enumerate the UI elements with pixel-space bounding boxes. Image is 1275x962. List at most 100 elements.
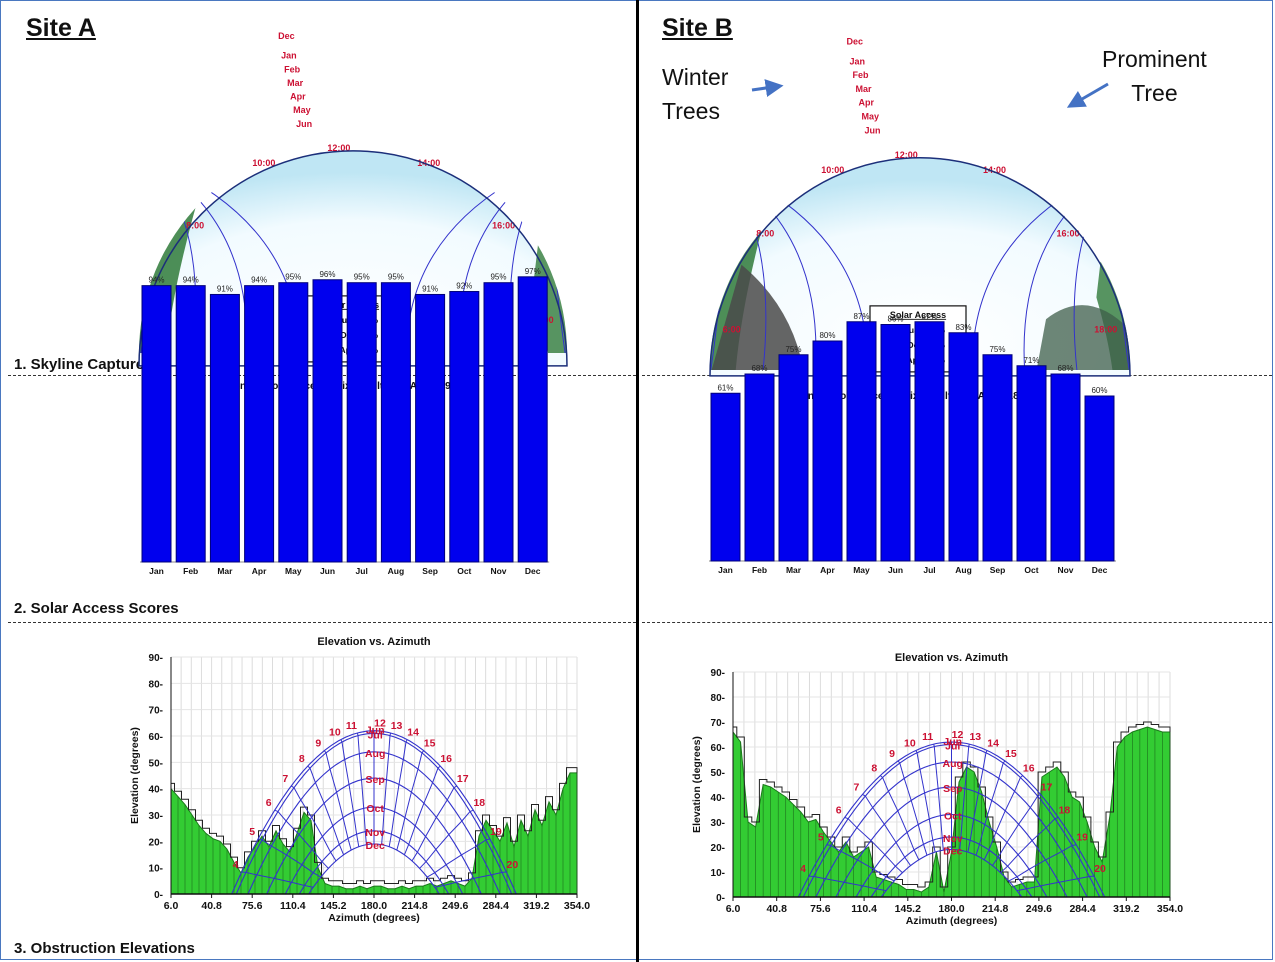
- fisheye-outline: [138, 150, 568, 367]
- bar-value-label: 61%: [717, 383, 733, 392]
- sun-path-hour-label: 17: [457, 773, 469, 785]
- elevation-chart-title: Elevation vs. Azimuth: [317, 636, 431, 648]
- month-label: May: [862, 112, 880, 122]
- sun-path-month-label: Dec: [366, 840, 385, 852]
- elevation-azimuth-chart-site-b: Elevation vs. Azimuth 0- 10- 20- 30- 40- 50- 60…: [691, 652, 1183, 927]
- x-tick-label: 214.8: [982, 903, 1008, 915]
- bar-value-label: 95%: [354, 273, 370, 282]
- sun-path-hour-line: [808, 875, 887, 892]
- bar-category-label: Jan: [149, 566, 164, 576]
- bar-value-label: 80%: [819, 331, 835, 340]
- bar-value-label: 95%: [388, 273, 404, 282]
- sun-path-month-label: Jul: [368, 729, 383, 741]
- hour-label: 18:00: [1094, 324, 1117, 334]
- sun-path-month-label: Oct: [944, 811, 962, 823]
- arrow-prominent-tree: [1066, 82, 1109, 108]
- monthly-solar-access-chart-site-a: Monthly solar access: (Fixed; Tilt=34°; …: [140, 267, 550, 576]
- elevation-chart-title: Elevation vs. Azimuth: [895, 652, 1009, 664]
- bar: [914, 321, 945, 562]
- sun-path-hour-line: [419, 809, 474, 869]
- bar-value-label: 91%: [217, 284, 233, 293]
- bar-category-label: May: [285, 566, 302, 576]
- sun-path-hour-label: 13: [391, 720, 403, 732]
- bar: [1084, 395, 1115, 562]
- bar-value-label: 91%: [422, 284, 438, 293]
- bar-category-label: Sep: [422, 566, 438, 576]
- sun-path-hour-line: [844, 816, 903, 873]
- bar-value-label: 97%: [525, 267, 541, 276]
- y-tick-label: 10-: [149, 864, 163, 875]
- sun-path-hour-line: [991, 793, 1041, 866]
- hour-line: [391, 138, 396, 141]
- y-tick-label: 50-: [711, 768, 725, 779]
- bar: [744, 373, 775, 562]
- bar-chart-title: Monthly solar access: (Fixed; Tilt=34°; …: [226, 381, 464, 392]
- sun-path-hour-line: [323, 750, 352, 851]
- y-tick-label: 60-: [149, 732, 163, 743]
- sun-path-hour-line: [915, 750, 936, 853]
- sun-path-hour-line: [826, 844, 895, 882]
- hour-line: [532, 160, 547, 206]
- bar-value-label: 75%: [989, 345, 1005, 354]
- hour-line: [176, 138, 190, 187]
- hour-line: [516, 138, 530, 187]
- bar-value-label: 94%: [148, 276, 164, 285]
- bar: [517, 276, 548, 563]
- fisheye-outline: [709, 157, 1131, 377]
- hour-label: 10:00: [821, 165, 844, 175]
- sun-path-hour-line: [1016, 875, 1095, 892]
- x-tick-label: 75.6: [810, 903, 831, 915]
- bar-category-label: Dec: [1092, 565, 1108, 575]
- bar: [244, 285, 275, 563]
- bar-category-label: Jan: [718, 565, 733, 575]
- bar-value-label: 87%: [853, 312, 869, 321]
- y-tick-label: 20-: [711, 843, 725, 854]
- bar-category-label: Oct: [1024, 565, 1038, 575]
- month-label: Jun: [865, 125, 881, 135]
- bar: [1050, 373, 1081, 562]
- bar-value-label: 95%: [285, 273, 301, 282]
- obstruction-steps: [732, 721, 1171, 897]
- sun-path-hour-label: 4: [233, 859, 239, 871]
- sun-path-hour-line: [959, 743, 970, 851]
- sun-path-hour-line: [241, 871, 314, 888]
- sun-path-hour-label: 6: [266, 797, 272, 809]
- hour-label: 12:00: [327, 143, 350, 153]
- bar-category-label: Apr: [252, 566, 267, 576]
- month-label: Dec: [278, 31, 295, 41]
- bar: [175, 285, 206, 563]
- month-label: Dec: [847, 37, 864, 47]
- sun-path-hour-line: [411, 785, 458, 862]
- x-tick-label: 110.4: [851, 903, 877, 915]
- x-tick-label: 319.2: [523, 900, 549, 912]
- sun-path-month-label: Nov: [943, 833, 963, 845]
- month-label: Apr: [859, 98, 875, 108]
- sun-path-hour-line: [426, 838, 491, 878]
- hour-line: [771, 157, 783, 178]
- x-tick-label: 284.4: [483, 900, 509, 912]
- y-tick-label: 10-: [711, 868, 725, 879]
- sun-path-hour-label: 13: [969, 731, 981, 743]
- sun-path-hour-label: 19: [1076, 832, 1088, 844]
- hour-line: [201, 138, 214, 171]
- x-axis-label: Azimuth (degrees): [906, 915, 998, 927]
- x-tick-label: 145.2: [895, 903, 921, 915]
- bar-value-label: 75%: [785, 345, 801, 354]
- annotation-winter-line1: Winter: [662, 64, 729, 90]
- annotation-prominent-tree: Prominent Tree: [1102, 42, 1207, 110]
- sun-path-month-label: Nov: [365, 827, 385, 839]
- bar-value-label: 83%: [955, 323, 971, 332]
- y-tick-label: 80-: [149, 679, 163, 690]
- prominent-tree: [962, 157, 1120, 178]
- bar-chart-title: Monthly solar access: (Fixed; Tilt=14°; …: [793, 391, 1031, 402]
- sun-path-hour-line: [290, 785, 337, 862]
- month-label: Mar: [856, 84, 873, 94]
- x-tick-label: 249.6: [442, 900, 468, 912]
- bar-category-label: Jun: [320, 566, 335, 576]
- arrow-winter-trees: [751, 79, 784, 97]
- sun-path-hour-line: [933, 743, 944, 851]
- sun-path-hour-line: [983, 775, 1024, 861]
- sun-path-hour-line: [1008, 844, 1077, 882]
- x-tick-label: 249.6: [1026, 903, 1052, 915]
- sun-path-hour-line: [274, 809, 329, 869]
